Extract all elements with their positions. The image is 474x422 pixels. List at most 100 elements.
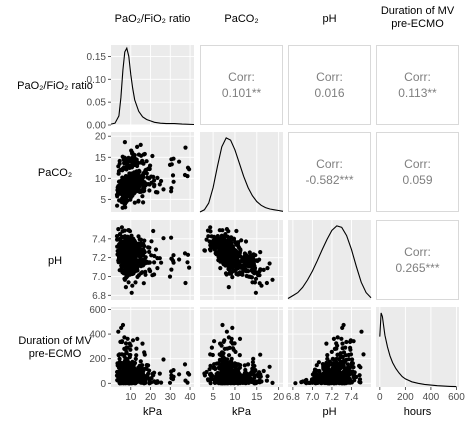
scatter-point: [232, 264, 237, 269]
scatter-point: [119, 361, 124, 366]
scatter-point: [155, 379, 160, 384]
scatter-point: [138, 188, 144, 193]
scatter-point: [237, 250, 242, 255]
x-tick-label: 200: [397, 392, 414, 403]
scatter-point: [122, 201, 128, 207]
scatter-point: [209, 242, 215, 247]
x-tick-label: 7.0: [305, 392, 319, 403]
density-curve-paco2: [199, 137, 284, 213]
x-tick-label: 600: [448, 392, 465, 403]
scatter-point: [116, 169, 122, 174]
scatter-point: [351, 375, 356, 380]
scatter-point: [128, 352, 133, 358]
x-tick-label: 10: [229, 392, 241, 403]
scatter-point: [149, 239, 154, 244]
scatter-point: [128, 247, 133, 253]
scatter-point: [146, 260, 151, 265]
scatter-point: [129, 374, 134, 379]
scatter-point: [122, 159, 127, 164]
scatter-point: [204, 369, 209, 375]
scatter-point: [117, 198, 122, 203]
scatter-point: [270, 380, 275, 385]
scatter-point: [122, 140, 127, 145]
panel-ph-paco2: [200, 220, 283, 300]
scatter-point: [326, 379, 331, 384]
scatter-point: [217, 228, 222, 233]
scatter-point: [117, 232, 123, 237]
scatter-point: [159, 260, 164, 265]
scatter-point: [125, 175, 131, 180]
scatter-point: [115, 244, 120, 249]
scatter-point: [115, 369, 120, 375]
scatter-point: [142, 373, 147, 378]
scatter-point: [214, 244, 219, 249]
scatter-point: [120, 322, 126, 328]
scatter-point: [142, 238, 147, 243]
scatter-point: [155, 266, 160, 271]
scatter-point: [125, 357, 130, 362]
scatter-point: [333, 379, 338, 384]
scatter-point: [170, 173, 176, 178]
panel-pf-mv: Corr: 0.113**: [376, 45, 459, 125]
scatter-point: [118, 339, 123, 344]
scatter-point: [155, 175, 160, 180]
x-tick-label: 400: [423, 392, 440, 403]
scatter-point: [132, 379, 138, 384]
scatter-point: [346, 365, 351, 370]
scatter-point: [183, 280, 188, 286]
scatter-point: [344, 339, 349, 345]
scatter-point: [218, 266, 223, 271]
scatter-point: [146, 166, 151, 171]
scatter-point: [138, 237, 144, 242]
scatter-point: [136, 199, 141, 204]
y-tick-label: 200: [89, 354, 106, 365]
scatter-point: [245, 258, 250, 263]
scatter-point: [259, 283, 264, 288]
scatter-point: [135, 336, 140, 341]
scatter-point: [126, 242, 131, 247]
scatter-point: [351, 365, 356, 370]
scatter-point: [228, 379, 233, 384]
scatter-point: [219, 370, 224, 375]
correlation-value: -0.582***: [305, 173, 353, 187]
scatter-point: [185, 252, 191, 257]
scatter-point: [141, 185, 146, 190]
scatter-point: [124, 185, 129, 190]
scatter-point: [125, 259, 131, 264]
scatter-point: [138, 359, 143, 364]
scatter-point: [133, 156, 138, 162]
scatter-point: [142, 350, 147, 355]
scatter-point: [140, 341, 145, 346]
scatter-point: [139, 264, 144, 269]
x-tick-label: 20: [145, 392, 157, 403]
scatter-point: [115, 194, 120, 199]
scatter-point: [185, 174, 190, 179]
x-tick-label: 10: [125, 392, 137, 403]
scatter-point: [220, 322, 225, 328]
correlation-value: 0.059: [402, 173, 432, 187]
scatter-point: [352, 370, 357, 375]
scatter-point: [321, 371, 326, 376]
scatter-point: [252, 280, 257, 285]
column-header-ph: pH: [322, 13, 336, 25]
panel-mv-ph: [288, 307, 371, 387]
scatter-point: [140, 194, 145, 199]
scatter-point: [169, 189, 174, 194]
density-curve-ph: [287, 225, 372, 299]
scatter-point: [130, 283, 135, 288]
scatter-point: [155, 190, 160, 195]
scatter-point: [152, 260, 157, 265]
scatter-point: [124, 365, 129, 370]
scatter-point: [242, 370, 248, 375]
scatter-point: [114, 234, 120, 239]
scatter-point: [117, 356, 122, 361]
scatter-point: [219, 350, 225, 355]
panel-pf-ph: Corr: 0.016: [288, 45, 371, 125]
y-tick-label: 20: [95, 132, 107, 143]
scatter-point: [208, 381, 213, 386]
scatter-point: [229, 247, 234, 253]
scatter-point: [231, 237, 236, 242]
scatter-point: [120, 205, 125, 210]
scatter-point: [169, 369, 174, 374]
panel-paco2-paco2: [199, 132, 284, 213]
